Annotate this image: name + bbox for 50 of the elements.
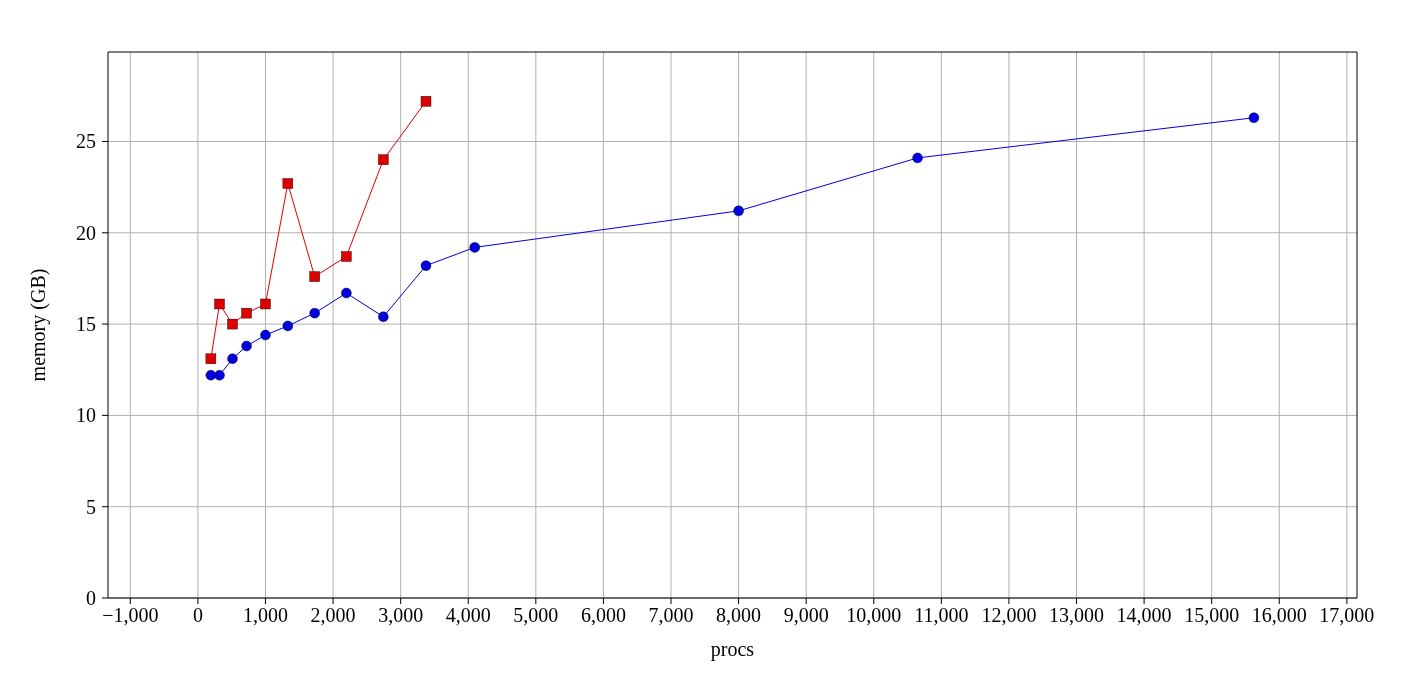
- point: [469, 242, 480, 253]
- point: [282, 178, 294, 189]
- point: [282, 320, 294, 332]
- x-tick-label: 0: [192, 604, 203, 626]
- point: [214, 370, 225, 381]
- x-tick-label: 3,000: [378, 604, 424, 626]
- point: [241, 340, 252, 352]
- x-tick-label: 2,000: [310, 604, 356, 626]
- x-tick-label: 5,000: [513, 604, 559, 626]
- y-tick-label: 0: [86, 587, 96, 609]
- point: [341, 287, 352, 299]
- x-tick-label: 1,000: [242, 604, 288, 626]
- x-tick-label: 9,000: [783, 604, 829, 626]
- x-tick-label: 12,000: [981, 604, 1037, 626]
- y-tick-label: 20: [76, 221, 96, 244]
- point: [260, 329, 271, 341]
- point: [378, 311, 389, 322]
- point: [241, 307, 252, 319]
- point: [309, 307, 320, 319]
- point: [227, 353, 238, 364]
- x-tick-label: 4,000: [445, 604, 491, 626]
- point: [733, 205, 744, 217]
- x-tick-label: 10,000: [846, 604, 902, 626]
- point: [205, 353, 217, 364]
- point: [214, 298, 225, 310]
- x-tick-label: 13,000: [1049, 604, 1105, 626]
- x-tick-label: 8,000: [716, 604, 762, 626]
- point: [378, 154, 389, 165]
- point: [1248, 112, 1260, 123]
- x-tick-label: 11,000: [914, 604, 969, 626]
- point: [912, 152, 923, 164]
- x-tick-label: 15,000: [1184, 604, 1240, 626]
- x-tick-label: 14,000: [1116, 604, 1172, 626]
- point: [341, 251, 352, 262]
- x-tick-label: 16,000: [1251, 604, 1307, 626]
- point: [420, 260, 432, 271]
- y-axis-title: memory (GB): [27, 268, 51, 382]
- x-tick-label: −1,000: [102, 604, 159, 626]
- x-tick-label: 6,000: [580, 604, 626, 626]
- x-tick-label: 17,000: [1319, 604, 1375, 626]
- point: [420, 96, 432, 107]
- point: [309, 271, 320, 282]
- y-tick-label: 10: [76, 404, 96, 427]
- x-tick-label: 7,000: [648, 604, 694, 626]
- y-tick-label: 15: [76, 313, 96, 336]
- y-tick-label: 25: [76, 130, 96, 153]
- point: [227, 318, 238, 330]
- point: [260, 298, 271, 310]
- y-tick-label: 5: [86, 495, 96, 518]
- x-axis-title: procs: [710, 638, 755, 661]
